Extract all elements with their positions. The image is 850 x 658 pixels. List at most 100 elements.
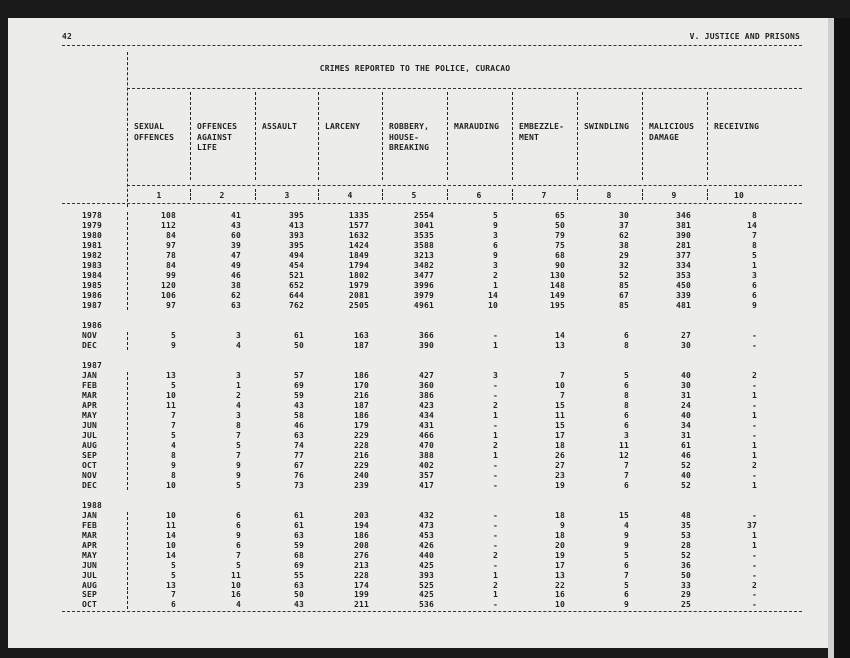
cell-value: 3979	[413, 290, 434, 300]
cell-value: -	[492, 330, 498, 340]
cell-value: 525	[418, 580, 434, 590]
cell-value: 170	[353, 381, 369, 391]
cell-value: 4	[235, 600, 241, 610]
cell-value: 50	[554, 220, 565, 230]
cell-value: 67	[293, 460, 304, 470]
row-divider	[127, 481, 128, 490]
row-label: MAY	[82, 550, 98, 560]
cell-value: 26	[554, 450, 565, 460]
cell-value: 7	[170, 420, 176, 430]
row-divider	[127, 471, 128, 480]
cell-value: 8	[751, 211, 757, 220]
cell-value: 52	[680, 460, 691, 470]
cell-value: 1	[492, 450, 498, 460]
cell-value: 20	[554, 540, 565, 550]
cell-value: 395	[288, 211, 304, 220]
cell-value: 14	[165, 530, 176, 540]
row-divider	[127, 291, 128, 300]
column-header: LIFE	[197, 143, 218, 152]
cell-value: 52	[618, 270, 629, 280]
cell-value: 229	[353, 460, 369, 470]
cell-value: 14	[554, 330, 565, 340]
cell-value: -	[492, 560, 498, 570]
cell-value: 112	[160, 220, 176, 230]
cell-value: 536	[418, 600, 434, 610]
cell-value: 13	[165, 371, 176, 381]
row-divider	[127, 531, 128, 540]
cell-value: 13	[165, 580, 176, 590]
cell-value: -	[751, 381, 757, 391]
cell-value: 7	[559, 371, 565, 381]
column-divider	[318, 92, 319, 180]
row-divider	[127, 591, 128, 600]
cell-value: 108	[160, 211, 176, 220]
cell-value: 5	[235, 560, 241, 570]
cell-value: 7	[170, 410, 176, 420]
cell-value: 5	[235, 440, 241, 450]
cell-value: 9	[559, 520, 565, 530]
cell-value: 63	[293, 430, 304, 440]
cell-value: 8	[623, 340, 629, 350]
cell-value: 186	[353, 410, 369, 420]
cell-value: -	[751, 550, 757, 560]
cell-value: 9	[170, 340, 176, 350]
row-label: 1978	[82, 211, 103, 220]
cell-value: 22	[554, 580, 565, 590]
cell-value: 84	[165, 230, 176, 240]
column-divider	[382, 189, 383, 200]
section-title: V. JUSTICE AND PRISONS	[689, 32, 800, 41]
cell-value: 27	[680, 330, 691, 340]
cell-value: 37	[746, 520, 757, 530]
row-divider	[127, 221, 128, 230]
cell-value: 281	[675, 240, 691, 250]
cell-value: 4	[170, 440, 176, 450]
cell-value: 85	[618, 280, 629, 290]
cell-value: 432	[418, 510, 434, 520]
row-label: 1981	[82, 240, 103, 250]
cell-value: 402	[418, 460, 434, 470]
cell-value: 6	[623, 420, 629, 430]
row-divider	[127, 261, 128, 270]
rule	[127, 52, 128, 207]
cell-value: 229	[353, 430, 369, 440]
cell-value: 3482	[413, 260, 434, 270]
cell-value: 8	[623, 391, 629, 400]
cell-value: 5	[623, 580, 629, 590]
cell-value: 48	[680, 510, 691, 520]
cell-value: 10	[165, 540, 176, 550]
cell-value: 10	[165, 480, 176, 490]
row-label: SEP	[82, 450, 98, 460]
column-header: MALICIOUS	[649, 122, 695, 131]
cell-value: 199	[353, 590, 369, 600]
cell-value: 5	[623, 550, 629, 560]
row-divider	[127, 421, 128, 430]
cell-value: 76	[293, 470, 304, 480]
cell-value: 390	[675, 230, 691, 240]
cell-value: 75	[554, 240, 565, 250]
column-header: MARAUDING	[454, 122, 500, 131]
cell-value: 30	[680, 340, 691, 350]
cell-value: 7	[559, 391, 565, 400]
column-header: BREAKING	[389, 143, 430, 152]
cell-value: 33	[680, 580, 691, 590]
cell-value: 53	[680, 530, 691, 540]
cell-value: 90	[554, 260, 565, 270]
cell-value: 97	[165, 240, 176, 250]
cell-value: 1	[751, 530, 757, 540]
cell-value: 38	[230, 280, 241, 290]
cell-value: 386	[418, 391, 434, 400]
cell-value: 1	[751, 540, 757, 550]
cell-value: 5	[170, 381, 176, 391]
cell-value: 453	[418, 530, 434, 540]
cell-value: 43	[230, 220, 241, 230]
cell-value: 65	[554, 211, 565, 220]
cell-value: 473	[418, 520, 434, 530]
cell-value: 1	[492, 570, 498, 580]
cell-value: 9	[751, 300, 757, 310]
cell-value: 6	[751, 280, 757, 290]
column-header: EMBEZZLE-	[519, 122, 565, 131]
cell-value: 228	[353, 570, 369, 580]
cell-value: -	[492, 480, 498, 490]
column-number: 10	[733, 191, 745, 200]
row-label: MAR	[82, 391, 98, 400]
